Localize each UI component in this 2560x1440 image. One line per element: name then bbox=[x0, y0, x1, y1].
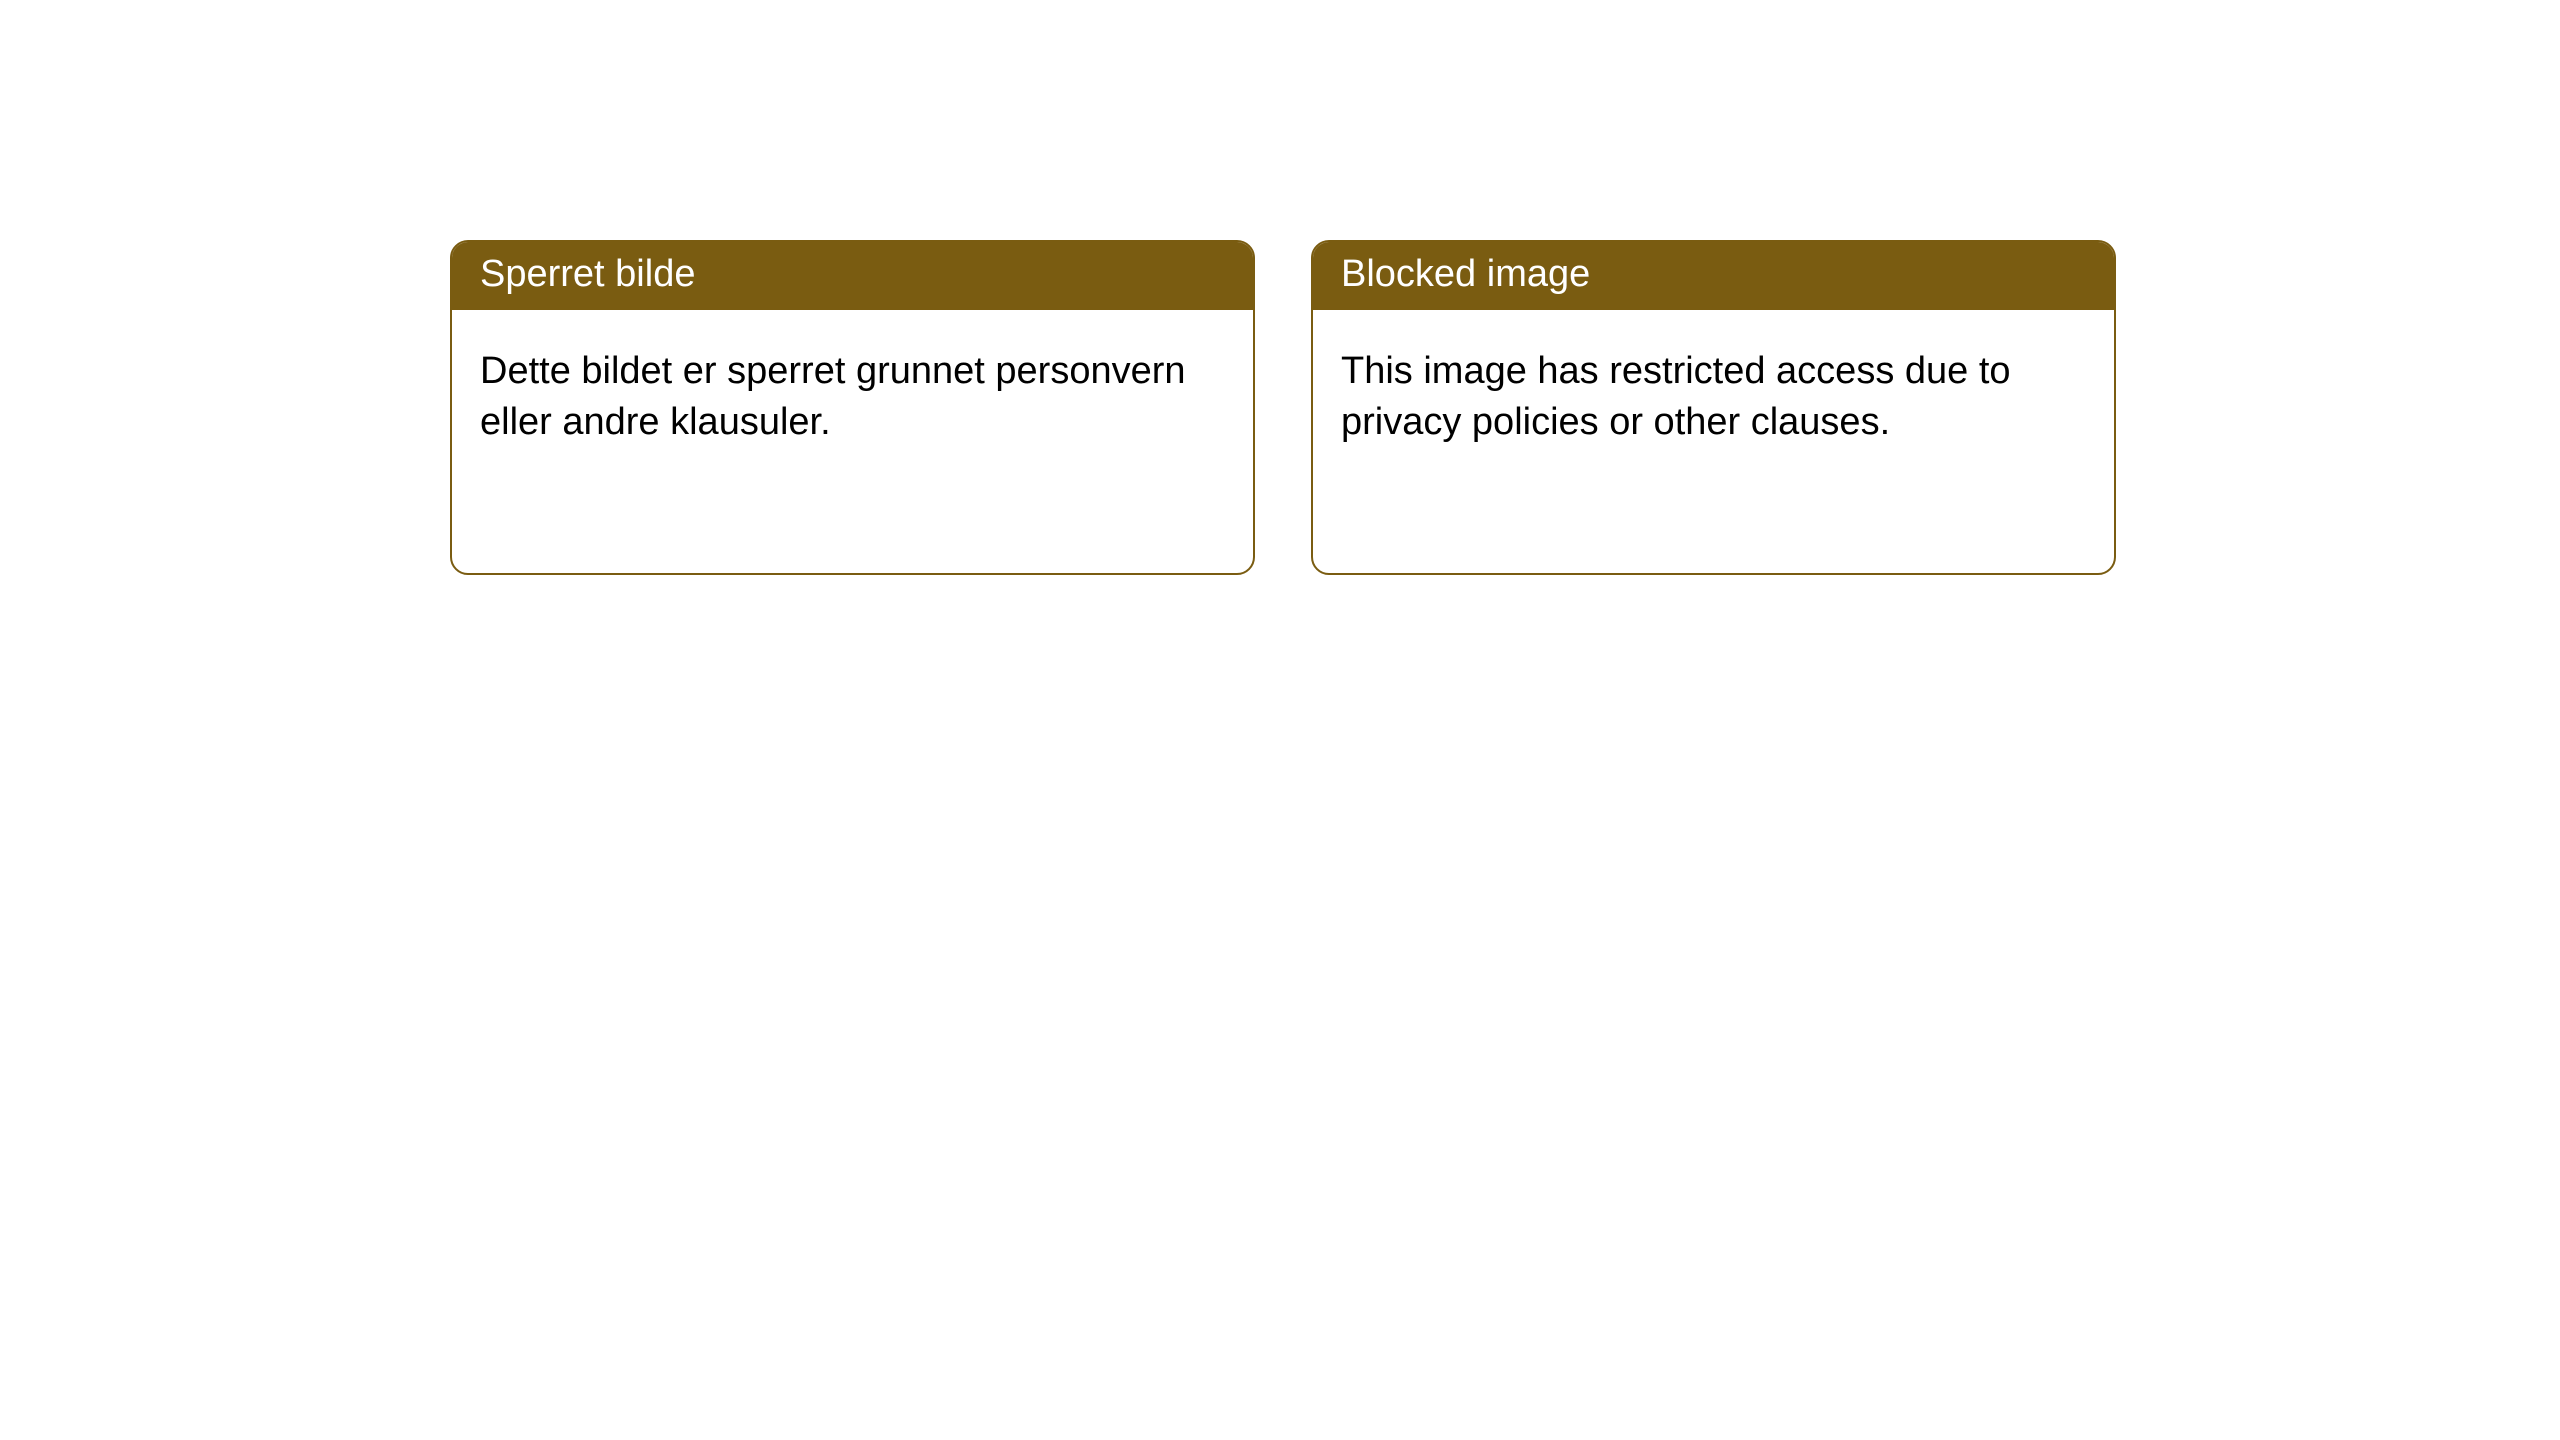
notice-body-english: This image has restricted access due to … bbox=[1313, 310, 2114, 477]
notice-header-english: Blocked image bbox=[1313, 242, 2114, 310]
notice-body-norwegian: Dette bildet er sperret grunnet personve… bbox=[452, 310, 1253, 477]
notice-card-norwegian: Sperret bilde Dette bildet er sperret gr… bbox=[450, 240, 1255, 575]
notice-card-english: Blocked image This image has restricted … bbox=[1311, 240, 2116, 575]
notice-container: Sperret bilde Dette bildet er sperret gr… bbox=[0, 0, 2560, 575]
notice-header-norwegian: Sperret bilde bbox=[452, 242, 1253, 310]
